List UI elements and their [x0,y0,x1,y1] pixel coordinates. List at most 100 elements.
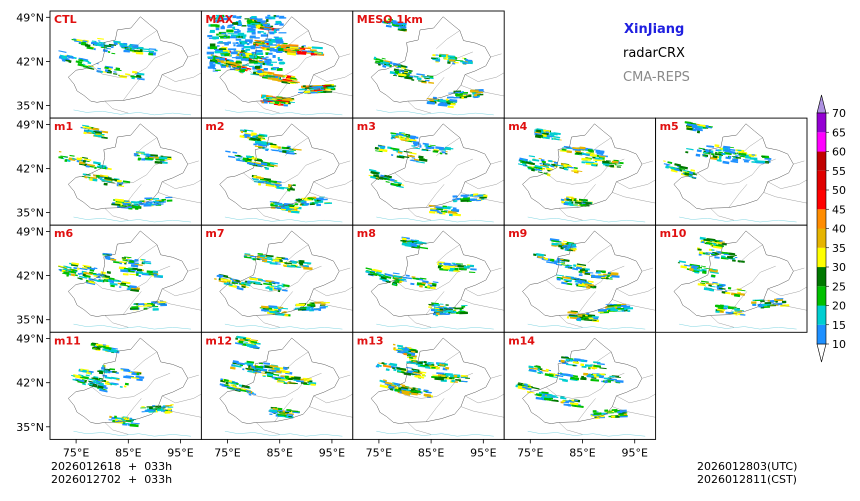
river-line [679,323,797,330]
x-tick-label: 75°E [366,446,392,459]
region-boundary [673,123,794,210]
internal-boundary [641,374,654,379]
internal-boundary [425,291,445,315]
river-line [73,323,192,330]
internal-boundary [407,422,432,435]
internal-boundary [738,137,763,157]
colorbar-segment [817,209,826,229]
panel-background [352,332,505,440]
internal-boundary [284,137,309,157]
internal-boundary [612,406,656,418]
panel-label: m14 [508,334,535,347]
echo-field [58,37,158,81]
colorbar-tick-label: 20 [832,300,846,313]
panel-label: MAX [205,13,233,26]
internal-boundary [460,192,505,204]
internal-boundary [616,179,656,189]
echo-field [206,14,337,107]
internal-boundary [697,265,776,292]
region-boundary [219,16,340,103]
colorbar-segment [817,324,826,345]
region-boundary [68,337,189,424]
panel-background [50,118,202,226]
internal-boundary [133,244,158,264]
y-tick-label: 35°N [16,314,44,327]
init-time-utc: 2026012618 + 033h [51,460,173,473]
panel-background [655,118,807,226]
colorbar-tick-label: 40 [832,223,846,236]
x-tick-label: 75°E [214,446,240,459]
colorbar-over-arrow [816,94,827,114]
internal-boundary [697,158,776,185]
internal-boundary [158,192,202,204]
echo-field [533,238,634,323]
internal-boundary [587,137,612,157]
x-tick-label: 95°E [319,446,345,459]
internal-boundary [339,267,351,272]
echo-field [71,342,174,428]
y-tick-label: 42°N [16,163,44,176]
internal-boundary [313,286,353,296]
panel-m11: m11 49°N 42°N 35°N 75°E 85°E 95°E [16,331,202,459]
colorbar-under-arrow [816,343,827,363]
panel-m2: m2 [200,117,354,226]
internal-boundary [104,315,129,328]
colorbar-tick-label: 60 [832,146,846,159]
y-tick-label: 35°N [16,100,44,113]
region-boundary [68,230,189,317]
internal-boundary [162,286,202,296]
internal-boundary [256,422,280,435]
internal-boundary [464,179,505,189]
internal-boundary [407,208,432,221]
internal-boundary [284,351,309,371]
internal-boundary [133,137,158,157]
echo-field [368,131,488,217]
region-boundary [522,230,643,317]
internal-boundary [407,100,432,114]
internal-boundary [243,265,322,292]
region-boundary [219,123,340,210]
panel-label: m4 [508,120,527,133]
echo-field [373,18,485,109]
internal-boundary [243,373,322,399]
colorbar-tick-label: 65 [832,126,846,139]
internal-boundary [162,72,202,82]
colorbar-tick-label: 55 [832,165,846,178]
internal-boundary [104,422,129,435]
colorbar-tick-label: 50 [832,184,846,197]
internal-boundary [464,393,505,404]
internal-boundary [577,184,596,208]
internal-boundary [545,373,625,399]
internal-boundary [274,398,293,422]
init-time-stamp: 2026012618 + 033h 2026012702 + 033h [51,460,172,486]
internal-boundary [187,160,199,165]
internal-boundary [339,160,351,165]
echo-field [214,253,330,317]
internal-boundary [490,160,502,165]
internal-boundary [91,51,171,78]
colorbar-tick-label: 70 [832,107,846,120]
internal-boundary [243,51,322,78]
internal-boundary [490,53,502,58]
internal-boundary [274,291,293,315]
panel-label: CTL [54,13,77,26]
internal-boundary [587,351,612,371]
panel-background [655,225,807,333]
internal-boundary [91,265,171,292]
colorbar-segment [817,228,826,248]
internal-boundary [612,299,656,311]
internal-boundary [710,315,734,328]
colorbar-tick-label: 45 [832,203,846,216]
river-line [679,216,797,223]
river-line [224,430,343,437]
panel-label: MESO 1km [357,13,423,26]
x-tick-label: 75°E [517,446,543,459]
internal-boundary [460,85,505,97]
echo-field [58,124,173,210]
region-title: XinJiang [624,22,685,37]
y-tick-label: 49°N [16,11,44,24]
panel-m3: m3 [352,117,505,226]
river-line [376,323,494,330]
y-tick-label: 42°N [16,270,44,283]
